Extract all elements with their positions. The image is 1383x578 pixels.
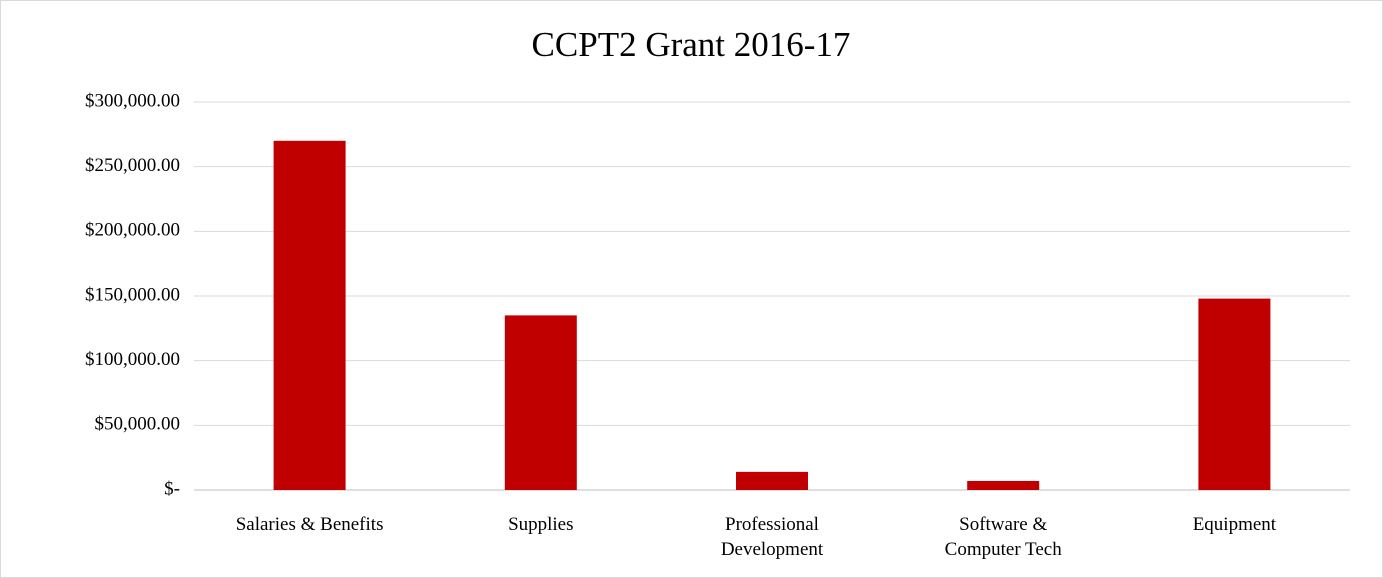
x-tick-label: Salaries & Benefits bbox=[235, 514, 384, 535]
y-tick-label: $- bbox=[164, 478, 180, 499]
bar bbox=[273, 140, 346, 491]
y-tick-label: $200,000.00 bbox=[85, 220, 180, 241]
y-tick-label: $250,000.00 bbox=[85, 155, 180, 176]
x-tick-label: Software & Computer Tech bbox=[944, 514, 1062, 560]
bar bbox=[967, 480, 1040, 490]
bar bbox=[504, 315, 577, 490]
x-tick-label: Supplies bbox=[508, 514, 574, 535]
y-tick-label: $100,000.00 bbox=[85, 349, 180, 370]
y-tick-label: $300,000.00 bbox=[85, 90, 180, 111]
x-tick-label: Equipment bbox=[1192, 514, 1277, 535]
bar bbox=[1198, 298, 1271, 490]
chart-title: CCPT2 Grant 2016-17 bbox=[532, 25, 851, 64]
x-tick-label: Professional Development bbox=[720, 514, 824, 560]
y-tick-label: $150,000.00 bbox=[85, 284, 180, 305]
y-tick-label: $50,000.00 bbox=[95, 414, 181, 435]
bar bbox=[736, 471, 808, 490]
